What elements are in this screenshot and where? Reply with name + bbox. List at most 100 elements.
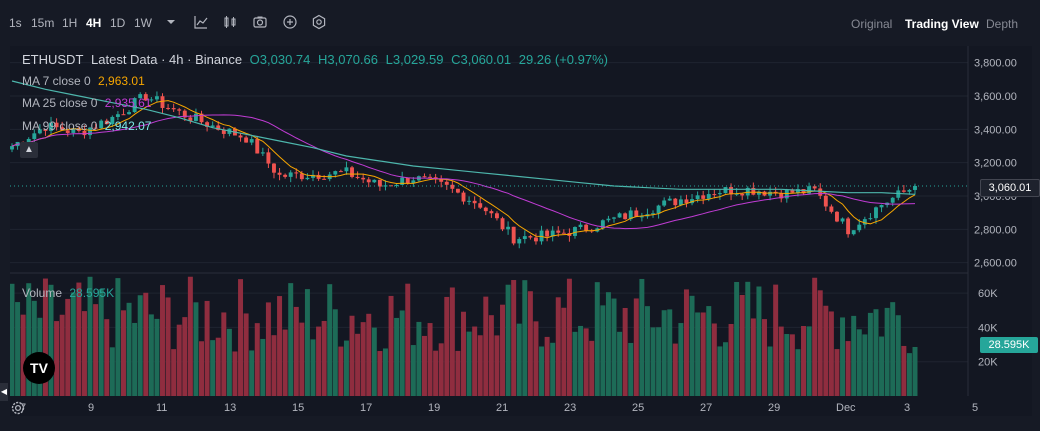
tradingview-logo: TV xyxy=(23,352,55,384)
volume-legend: Volume 28.595K xyxy=(22,286,114,300)
chevron-down-icon[interactable] xyxy=(163,14,179,30)
chart-legend-title: ETHUSDT Latest Data · 4h · Binance O3,03… xyxy=(22,52,612,67)
volume-bar xyxy=(762,319,767,396)
candle xyxy=(182,110,187,118)
candle xyxy=(177,109,182,111)
volume-bar xyxy=(683,289,689,396)
candle xyxy=(377,179,382,187)
collapse-legend-button[interactable]: ▲ xyxy=(20,142,38,158)
volume-bar xyxy=(327,284,333,396)
plus-circle-icon[interactable] xyxy=(282,14,298,30)
price-tick-label: 3,600.00 xyxy=(974,91,1017,103)
candle xyxy=(450,184,455,189)
volume-bar xyxy=(26,283,32,396)
volume-bar xyxy=(483,296,489,396)
candle xyxy=(913,185,917,190)
volume-label: Volume xyxy=(22,286,63,300)
candle xyxy=(823,195,828,207)
volume-bar xyxy=(828,311,834,396)
volume-bar xyxy=(644,306,650,396)
volume-bar xyxy=(656,327,662,396)
timeframe-1h[interactable]: 1H xyxy=(62,16,78,30)
candle xyxy=(372,179,377,183)
timeframe-4h[interactable]: 4H xyxy=(86,16,102,30)
candle xyxy=(874,207,878,219)
volume-bar xyxy=(901,345,907,396)
candle xyxy=(216,125,221,130)
price-tick-label: 2,600.00 xyxy=(974,258,1017,270)
candle xyxy=(93,127,98,129)
volume-bar xyxy=(260,338,266,396)
ma99-value: 2,942.07 xyxy=(104,119,152,133)
volume-bar xyxy=(238,279,244,396)
timeframe-15m[interactable]: 15m xyxy=(31,16,55,30)
volume-bar xyxy=(176,324,182,396)
candle xyxy=(88,127,92,136)
candle xyxy=(160,96,165,108)
volume-bar xyxy=(271,335,277,396)
candle xyxy=(573,227,577,236)
camera-icon[interactable] xyxy=(252,14,268,30)
candlestick-chart[interactable]: 3,800.003,600.003,400.003,200.003,000.00… xyxy=(10,46,1032,416)
settings-hex-icon[interactable] xyxy=(311,14,327,30)
candle xyxy=(684,199,689,204)
chart-area[interactable]: 3,800.00 3,600.00 3,400.00 3,200.00 3,000.00… xyxy=(10,46,1040,416)
volume-bar xyxy=(438,343,444,396)
line-chart-icon[interactable] xyxy=(193,14,209,30)
price-tick-label: 3,400.00 xyxy=(974,124,1017,136)
time-tick-label: 19 xyxy=(428,402,440,414)
volume-bar xyxy=(611,298,617,396)
candle xyxy=(405,177,410,184)
volume-bar xyxy=(511,280,517,396)
time-tick-label: Dec xyxy=(836,402,856,414)
view-tab-original[interactable]: Original xyxy=(851,17,893,31)
candle xyxy=(422,176,427,178)
volume-bar xyxy=(639,278,645,396)
ma7-value: 2,963.01 xyxy=(98,74,145,88)
candle xyxy=(550,230,555,237)
volume-bar xyxy=(873,309,879,396)
time-tick-label: 13 xyxy=(224,402,236,414)
volume-bar xyxy=(672,343,678,396)
candle xyxy=(511,226,516,244)
volume-bar xyxy=(912,346,918,396)
candle xyxy=(260,152,265,154)
volume-tick-label: 20K xyxy=(978,357,998,369)
candle xyxy=(846,218,851,235)
volume-bar xyxy=(745,281,751,396)
volume-bar xyxy=(288,283,294,396)
time-tick-label: 21 xyxy=(496,402,508,414)
candle xyxy=(478,203,483,208)
scroll-left-button[interactable]: ◀ xyxy=(0,383,8,401)
volume-bar xyxy=(633,298,639,396)
time-tick-label: 15 xyxy=(292,402,304,414)
candle xyxy=(561,232,566,234)
volume-bar xyxy=(104,319,110,396)
volume-bar xyxy=(215,337,221,396)
volume-bar xyxy=(416,321,422,396)
candle xyxy=(534,237,538,242)
volume-bar xyxy=(148,314,154,396)
candle xyxy=(311,174,315,178)
timeframe-1s[interactable]: 1s xyxy=(9,16,22,30)
volume-bar xyxy=(59,314,65,396)
toolbar: 1s 15m 1H 4H 1D 1W Original Trading View… xyxy=(0,0,1040,46)
candle xyxy=(171,108,176,110)
candle xyxy=(121,114,126,116)
candle xyxy=(188,117,193,121)
volume-bar xyxy=(572,331,578,396)
timeframe-1d[interactable]: 1D xyxy=(110,16,126,30)
timeframe-1w[interactable]: 1W xyxy=(134,16,152,30)
gear-icon[interactable] xyxy=(10,400,26,416)
view-tab-depth[interactable]: Depth xyxy=(986,17,1019,31)
volume-bar xyxy=(388,295,394,396)
candle xyxy=(76,128,81,131)
candle xyxy=(751,187,756,195)
time-tick-label: 29 xyxy=(768,402,780,414)
volume-bar xyxy=(500,304,506,396)
candles-icon[interactable] xyxy=(222,14,238,30)
candle xyxy=(344,167,349,172)
volume-bar xyxy=(249,350,255,396)
time-tick-label: 25 xyxy=(632,402,644,414)
view-tab-trading-view[interactable]: Trading View xyxy=(905,17,979,31)
